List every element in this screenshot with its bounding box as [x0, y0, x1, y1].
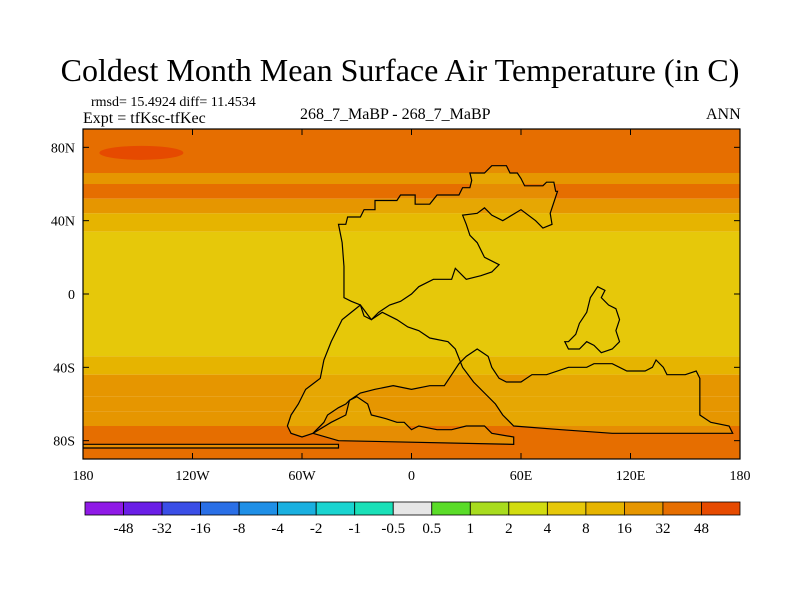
colorbar-label: 4 [544, 521, 552, 537]
colorbar-label: -1 [348, 521, 361, 537]
continent-fill [338, 165, 558, 320]
y-tick-label: 80S [53, 435, 75, 450]
colorbar-swatch [585, 501, 625, 516]
hotspot [99, 145, 184, 160]
x-tick-label: 60W [288, 469, 316, 484]
continent-fill [287, 305, 733, 437]
y-tick-label: 80N [51, 141, 75, 156]
colorbar-swatch [662, 501, 702, 516]
colorbar-label: -48 [114, 521, 134, 537]
y-tick-label: 0 [68, 288, 75, 303]
continent-fill [83, 444, 339, 448]
field-band [83, 198, 740, 214]
colorbar-label: -8 [233, 521, 246, 537]
colorbar-label: -4 [271, 521, 284, 537]
colorbar-swatch [469, 501, 510, 516]
x-tick-label: 180 [730, 469, 751, 484]
y-tick-label: 40N [51, 215, 75, 230]
colorbar-swatch [277, 501, 317, 516]
x-tick-label: 0 [408, 469, 415, 484]
field-band [83, 396, 740, 412]
y-tick-label: 40S [53, 361, 75, 376]
colorbar-label: -2 [310, 521, 323, 537]
colorbar-label: 2 [505, 521, 513, 537]
continent-outline [286, 304, 734, 438]
experiment-label: Expt = tfKsc-tfKec [83, 110, 206, 127]
colorbar-label: -0.5 [381, 521, 405, 537]
colorbar-label: 32 [655, 521, 670, 537]
colorbar-swatch [546, 501, 587, 516]
comparison-label: 268_7_MaBP - 268_7_MaBP [300, 106, 491, 123]
colorbar-label: 1 [467, 521, 475, 537]
continent-outline [563, 285, 621, 354]
season-label: ANN [706, 106, 741, 123]
continent-outline [337, 165, 559, 321]
field-band [83, 356, 740, 375]
colorbar-label: 48 [694, 521, 709, 537]
colorbar-label: 0.5 [422, 521, 441, 537]
field-band [83, 184, 740, 199]
field-layer [83, 129, 740, 459]
colorbar-swatch [123, 501, 163, 516]
field-band [83, 173, 740, 184]
field-band [83, 213, 740, 232]
colorbar-swatch [84, 501, 124, 516]
colorbar-swatch [200, 501, 240, 516]
colorbar-swatch [431, 501, 471, 516]
colorbar-swatch [315, 501, 356, 516]
field-band [83, 374, 740, 397]
stats-label: rmsd= 15.4924 diff= 11.4534 [91, 95, 256, 110]
continent-outline [83, 443, 340, 449]
continent-fill [564, 286, 620, 353]
field-band [83, 129, 740, 173]
continent-fill [312, 396, 514, 445]
colorbar-label: -16 [191, 521, 211, 537]
colorbar-swatch [354, 501, 394, 516]
colorbar-label: 16 [617, 521, 633, 537]
x-tick-label: 60E [510, 469, 533, 484]
x-tick-label: 120E [616, 469, 646, 484]
chart-title: Coldest Month Mean Surface Air Temperatu… [60, 52, 740, 88]
colorbar-label: 8 [582, 521, 590, 537]
colorbar-swatch [161, 501, 201, 516]
colorbar-swatch [624, 501, 664, 516]
colorbar-swatch [238, 501, 279, 516]
colorbar-swatch [701, 501, 741, 516]
x-tick-label: 120W [175, 469, 210, 484]
x-tick-label: 180 [73, 469, 94, 484]
colorbar-label: -32 [152, 521, 172, 537]
field-band [83, 411, 740, 426]
colorbar-swatch [508, 501, 548, 516]
continent-outline [311, 395, 515, 445]
colorbar-swatch [392, 501, 433, 516]
